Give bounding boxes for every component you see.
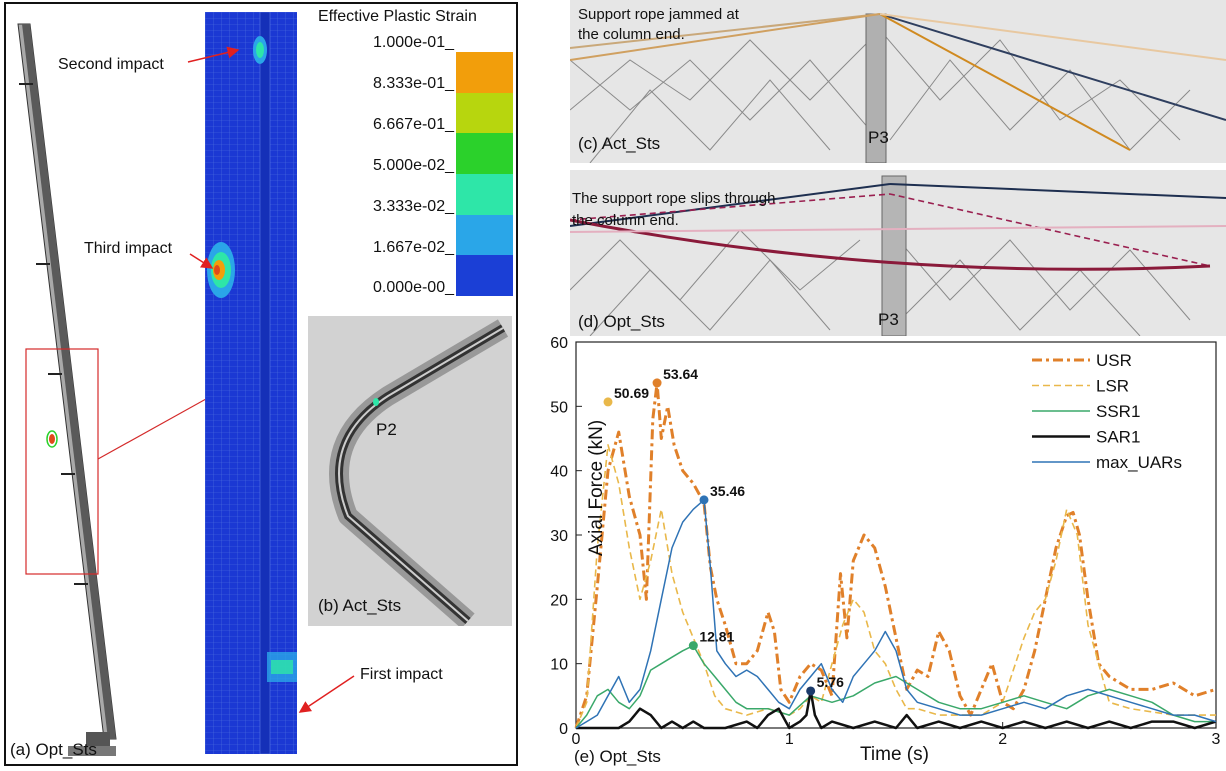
colorbar-tick: 0.000e-00_	[373, 279, 454, 296]
y-tick-label: 60	[550, 336, 568, 352]
colorbar-swatch	[456, 133, 513, 175]
chart-xlabel: Time (s)	[860, 744, 929, 765]
arrow-second	[187, 46, 240, 63]
plot-frame	[575, 341, 1217, 729]
annotation-first-impact: First impact	[360, 666, 443, 683]
panel-d-label: (d) Opt_Sts	[578, 312, 665, 331]
arrow-third	[189, 253, 214, 269]
legend-label: LSR	[1096, 377, 1129, 396]
colorbar-swatch	[456, 52, 513, 93]
x-tick-label: 0	[572, 731, 581, 748]
y-tick-label: 10	[550, 657, 568, 674]
annotation-second-impact: Second impact	[58, 56, 164, 73]
x-tick-label: 3	[1212, 731, 1221, 748]
zoomed-column-a	[205, 12, 297, 754]
x-tick-label: 2	[998, 731, 1007, 748]
colorbar-tick: 3.333e-02_	[373, 198, 454, 215]
data-point-marker	[806, 686, 816, 696]
colorbar-tick: 1.000e-01_	[373, 34, 454, 51]
colorbar-title: Effective Plastic Strain	[318, 8, 477, 25]
colorbar-tick: 5.000e-02_	[373, 157, 454, 174]
data-point-label: 53.64	[663, 366, 698, 382]
series-line-ssr1	[575, 644, 1216, 729]
zoom-box	[25, 348, 99, 575]
rope-model-c	[570, 13, 1226, 163]
series-line-lsr	[575, 444, 1216, 729]
arrow-first	[298, 675, 355, 713]
series-line-usr	[574, 381, 1217, 729]
data-point-label: 35.46	[710, 483, 745, 499]
panel-a-label: (a) Opt_Sts	[10, 740, 97, 759]
colorbar	[456, 52, 513, 297]
point-label-p3-d: P3	[878, 310, 899, 329]
colorbar-swatch	[456, 174, 513, 215]
panel-b: P2 (b) Act_Sts	[308, 316, 512, 629]
colorbar-tick: 8.333e-01_	[373, 75, 454, 92]
point-label-p2: P2	[376, 420, 397, 439]
panel-b-label: (b) Act_Sts	[318, 596, 402, 615]
panel-e-label: (e) Opt_Sts	[574, 747, 661, 766]
data-point-marker	[603, 397, 613, 407]
annotation-arrows	[187, 46, 355, 713]
legend-label: SAR1	[1096, 428, 1140, 447]
series-line-max_uars	[575, 499, 1217, 729]
y-tick-label: 20	[550, 592, 568, 609]
panel-d: The support rope slips through the colum…	[570, 170, 1226, 336]
chart-point-labels: 50.69 53.64 35.46 12.81 5.76	[603, 366, 844, 696]
colorbar-swatch	[456, 255, 513, 297]
panel-c-label: (c) Act_Sts	[578, 134, 661, 153]
data-point-label: 12.81	[699, 629, 734, 645]
y-tick-label: 50	[550, 399, 568, 416]
colorbar-swatch	[456, 92, 513, 134]
chart-series	[574, 381, 1217, 730]
note-d-line2: the column end.	[572, 212, 679, 229]
note-c-line2: the column end.	[578, 26, 685, 43]
data-point-label: 5.76	[817, 674, 844, 690]
legend-label: max_UARs	[1096, 453, 1182, 472]
annotation-third-impact: Third impact	[84, 240, 173, 257]
legend-label: USR	[1096, 351, 1132, 370]
note-c-line1: Support rope jammed at	[578, 6, 739, 23]
y-tick-label: 40	[550, 464, 568, 481]
data-point-label: 50.69	[614, 385, 649, 401]
impact-spot	[49, 434, 55, 444]
x-tick-label: 1	[785, 731, 794, 748]
chart-axes: 0 10 20 30 40 50 60 0 1 2 3	[550, 336, 1220, 748]
y-tick-label: 0	[559, 721, 568, 738]
note-d-line1: The support rope slips through	[572, 190, 776, 207]
axial-force-chart: 0 10 20 30 40 50 60 0 1 2 3 50.69 53.64 35.46 12.81 5.…	[550, 336, 1220, 766]
chart-ylabel: Axial Force (kN)	[586, 420, 607, 556]
y-tick-label: 30	[550, 528, 568, 545]
data-point-marker	[688, 641, 698, 651]
bent-column-b	[329, 319, 509, 629]
colorbar-swatch	[456, 214, 513, 256]
rope-model-d	[570, 175, 1226, 336]
point-label-p3-c: P3	[868, 128, 889, 147]
column-model-a	[17, 23, 206, 756]
data-point-marker	[652, 378, 662, 388]
panel-c: Support rope jammed at the column end. P…	[570, 0, 1226, 163]
colorbar-tick: 6.667e-01_	[373, 116, 454, 133]
data-point-marker	[699, 495, 709, 505]
legend-label: SSR1	[1096, 402, 1140, 421]
chart-legend: USR LSR SSR1 SAR1 max_UARs	[1032, 351, 1182, 472]
series-line-sar1	[576, 689, 1217, 730]
colorbar-tick: 1.667e-02_	[373, 239, 454, 256]
